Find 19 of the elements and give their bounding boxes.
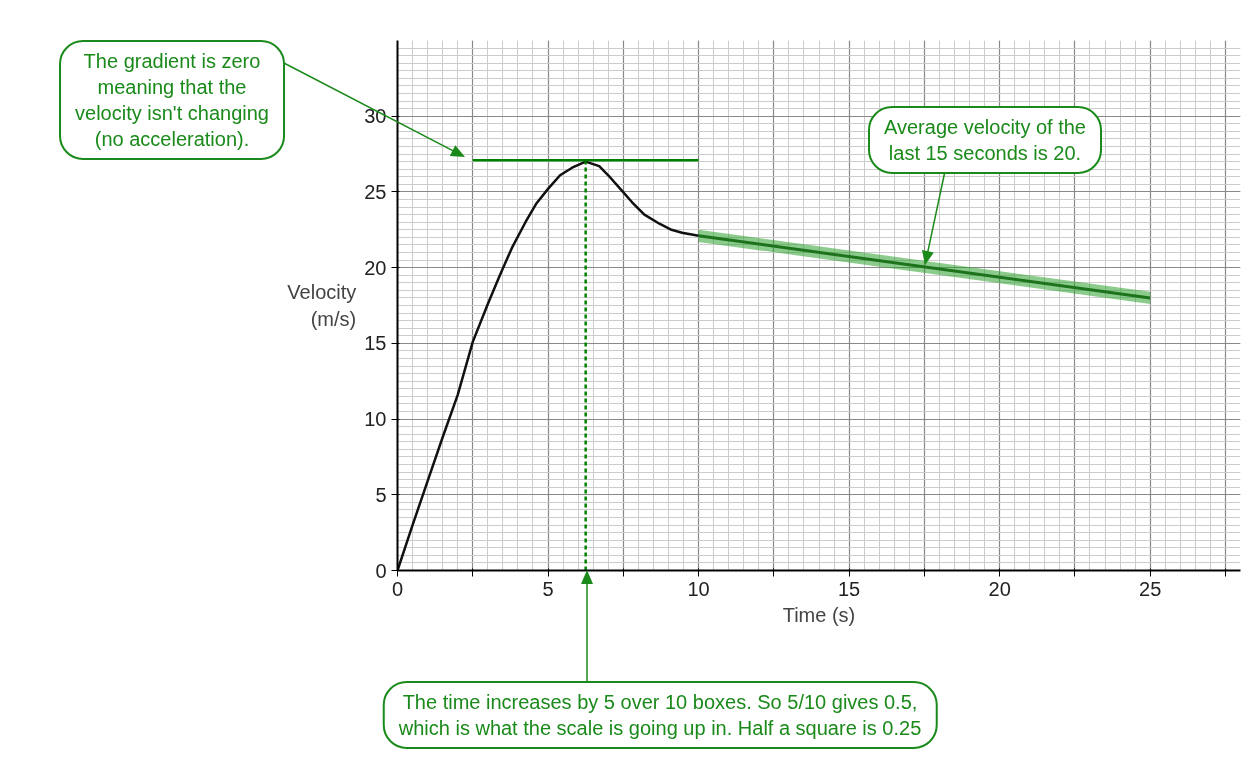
y-tick-label: 20 <box>364 256 387 279</box>
x-axis-title: Time (s) <box>782 603 856 626</box>
x-tick-label: 25 <box>1139 577 1162 600</box>
y-axis-title: Velocity (m/s) <box>287 281 357 330</box>
x-tick-label: 0 <box>391 577 404 600</box>
x-tick-label: 20 <box>988 577 1011 600</box>
y-tick-label: 5 <box>375 483 387 506</box>
y-tick-label: 0 <box>375 559 387 582</box>
text: The time increases by 5 over 10 boxes. So 5/10 gives 0.5, which is what the scale is going up in. Half a square is 0.25 <box>382 681 938 749</box>
y-tick-label: 25 <box>364 180 387 203</box>
x-tick-label: 5 <box>542 577 554 600</box>
x-tick-label: 15 <box>837 577 861 600</box>
x-tick-label: 10 <box>687 577 710 600</box>
line-series <box>397 160 700 571</box>
text: The gradient is zero meaning that the velocity isn't changing (no acceleration). <box>59 40 285 160</box>
annotation: Average velocity of the last 15 seconds is 20. <box>868 106 1102 174</box>
y-tick-label: 30 <box>364 105 387 128</box>
y-tick-label: 15 <box>364 332 387 355</box>
y-tick-label: 10 <box>364 408 387 431</box>
